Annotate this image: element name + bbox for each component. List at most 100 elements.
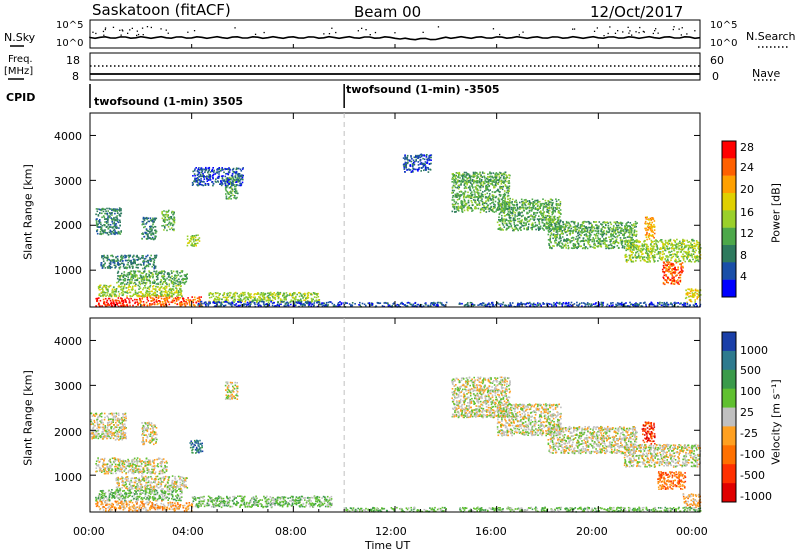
- data-cell: [560, 239, 562, 242]
- data-cell: [96, 297, 99, 300]
- data-cell: [179, 275, 182, 278]
- data-cell: [454, 196, 456, 198]
- data-cell: [584, 229, 586, 232]
- data-cell: [156, 274, 159, 277]
- data-cell: [283, 300, 285, 303]
- data-cell: [113, 264, 116, 266]
- data-cell: [452, 173, 454, 175]
- data-cell: [547, 209, 550, 212]
- data-cell: [153, 266, 156, 269]
- nsearch-dot: [104, 27, 107, 29]
- data-cell: [138, 291, 140, 293]
- data-cell: [417, 161, 420, 163]
- data-cell: [169, 224, 172, 226]
- data-cell: [244, 299, 247, 302]
- data-cell: [624, 225, 626, 227]
- data-cell: [577, 227, 580, 229]
- data-cell: [501, 207, 503, 209]
- data-cell: [137, 303, 139, 306]
- data-cell: [453, 179, 455, 181]
- data-cell: [532, 218, 534, 220]
- data-cell: [105, 285, 108, 287]
- data-cell: [424, 168, 427, 171]
- nsearch-dot: [437, 26, 440, 28]
- data-cell: [100, 209, 103, 212]
- data-cell: [133, 259, 136, 262]
- data-cell: [149, 303, 151, 305]
- data-cell: [279, 299, 282, 302]
- data-cell: [488, 176, 491, 178]
- data-cell: [227, 184, 229, 187]
- data-cell: [507, 198, 510, 201]
- data-cell: [534, 221, 537, 224]
- data-cell: [212, 177, 214, 180]
- data-cell: [119, 302, 122, 305]
- data-cell: [311, 293, 313, 296]
- data-cell: [547, 203, 550, 206]
- data-cell: [580, 234, 582, 237]
- data-cell: [137, 258, 140, 260]
- data-cell: [209, 292, 212, 294]
- data-cell: [160, 303, 162, 306]
- data-cell: [546, 223, 548, 225]
- data-cell: [631, 237, 633, 239]
- data-cell: [270, 294, 272, 296]
- data-cell: [468, 196, 471, 199]
- data-cell: [616, 224, 618, 227]
- data-cell: [460, 206, 462, 209]
- data-cell: [190, 300, 192, 302]
- data-cell: [503, 195, 506, 198]
- data-cell: [192, 300, 194, 303]
- data-cell: [615, 240, 618, 243]
- data-cell: [559, 201, 562, 203]
- data-cell: [412, 171, 414, 173]
- data-cell: [433, 303, 436, 305]
- data-cell: [235, 173, 237, 175]
- data-cell: [561, 242, 563, 245]
- data-cell: [273, 292, 275, 294]
- data-cell: [216, 302, 218, 304]
- data-cell: [152, 297, 155, 300]
- data-cell: [137, 284, 139, 287]
- data-cell: [566, 222, 568, 224]
- data-cell: [230, 302, 232, 304]
- data-cell: [514, 216, 516, 218]
- data-cell: [480, 184, 483, 187]
- data-cell: [101, 265, 104, 268]
- data-cell: [555, 237, 557, 240]
- data-cell: [107, 297, 110, 300]
- data-cell: [228, 196, 230, 199]
- data-cell: [249, 296, 251, 299]
- data-cell: [467, 199, 470, 202]
- data-cell: [578, 236, 580, 239]
- data-cell: [280, 301, 283, 303]
- data-cell: [224, 182, 226, 184]
- nsearch-dot: [394, 32, 396, 34]
- data-cell: [236, 196, 238, 199]
- data-cell: [456, 196, 458, 198]
- data-cell: [611, 230, 613, 233]
- data-cell: [228, 187, 231, 189]
- data-cell: [539, 200, 541, 203]
- data-cell: [329, 301, 331, 303]
- data-cell: [486, 187, 488, 190]
- data-cell: [172, 220, 175, 223]
- data-cell: [599, 237, 601, 240]
- data-cell: [155, 283, 158, 285]
- data-cell: [492, 201, 494, 203]
- data-cell: [468, 176, 470, 179]
- data-cell: [486, 186, 489, 188]
- data-cell: [146, 236, 149, 238]
- data-cell: [220, 301, 223, 304]
- data-cell: [573, 243, 576, 246]
- data-cell: [122, 262, 124, 265]
- data-cell: [170, 281, 173, 283]
- data-cell: [286, 304, 289, 307]
- data-cell: [492, 196, 495, 199]
- data-cell: [551, 224, 553, 226]
- data-cell: [169, 276, 172, 279]
- data-cell: [191, 236, 194, 239]
- data-cell: [610, 235, 612, 238]
- data-cell: [262, 298, 265, 301]
